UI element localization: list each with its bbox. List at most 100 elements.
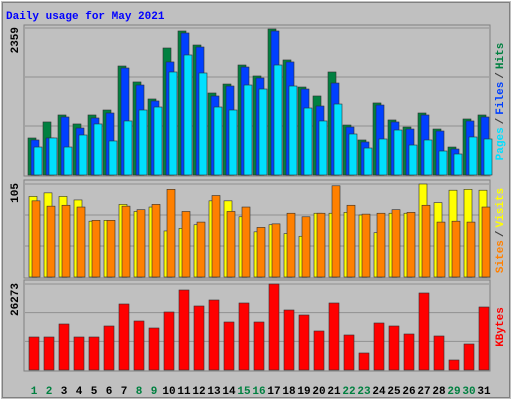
- y-tick-label: 2359: [10, 27, 22, 53]
- bar: [241, 206, 251, 278]
- bar: [423, 139, 433, 176]
- bar: [343, 334, 355, 371]
- bar: [168, 71, 178, 176]
- bar: [363, 147, 373, 176]
- legend-entry: Sites: [495, 240, 507, 273]
- bar: [328, 302, 340, 371]
- bar: [123, 120, 133, 176]
- x-tick-label: 27: [417, 386, 430, 398]
- bar: [133, 320, 145, 371]
- x-tick-label: 5: [91, 386, 98, 398]
- x-tick-label: 12: [192, 386, 205, 398]
- x-tick-label: 4: [76, 386, 83, 398]
- bar: [376, 212, 386, 278]
- bar: [226, 211, 236, 278]
- legend: Sites / Visits: [495, 188, 507, 273]
- bar: [61, 204, 71, 278]
- legend: KBytes: [495, 307, 507, 347]
- x-tick-label: 29: [447, 386, 460, 398]
- bar: [121, 205, 131, 278]
- bar: [166, 189, 176, 278]
- bar: [106, 220, 116, 278]
- y-tick-label: 105: [10, 183, 22, 203]
- x-tick-label: 21: [327, 386, 341, 398]
- bar: [138, 109, 148, 176]
- bar: [433, 335, 445, 371]
- x-tick-label: 13: [207, 386, 221, 398]
- x-tick-label: 28: [432, 386, 446, 398]
- bar: [378, 138, 388, 176]
- bar: [118, 303, 130, 371]
- x-tick-label: 9: [151, 386, 158, 398]
- bar: [208, 299, 220, 371]
- legend-separator: /: [495, 72, 507, 79]
- legend-entry: Files: [495, 82, 507, 115]
- bar: [178, 289, 190, 371]
- x-tick-label: 30: [462, 386, 475, 398]
- bar: [88, 336, 100, 371]
- bar: [238, 302, 250, 371]
- x-tick-label: 3: [61, 386, 68, 398]
- bar: [198, 72, 208, 176]
- bar: [76, 206, 86, 278]
- bar: [183, 54, 193, 176]
- bar: [438, 150, 448, 176]
- x-tick-label: 14: [222, 386, 236, 398]
- x-tick-label: 16: [252, 386, 265, 398]
- x-tick-label: 1: [31, 386, 38, 398]
- bar: [316, 212, 326, 278]
- bar: [361, 213, 371, 278]
- bar: [421, 204, 431, 278]
- x-tick-label: 24: [372, 386, 386, 398]
- bar: [448, 359, 460, 371]
- bar: [271, 223, 281, 278]
- bar: [273, 64, 283, 176]
- x-tick-label: 6: [106, 386, 113, 398]
- bar: [93, 123, 103, 176]
- bar: [313, 330, 325, 371]
- bar: [393, 129, 403, 176]
- legend-separator: /: [495, 117, 507, 124]
- bar: [286, 212, 296, 278]
- bar: [388, 325, 400, 371]
- bar: [148, 327, 160, 371]
- bar: [301, 216, 311, 278]
- x-tick-label: 7: [121, 386, 128, 398]
- bar: [453, 153, 463, 176]
- bar: [463, 343, 475, 371]
- bar: [211, 195, 221, 278]
- bar: [403, 333, 415, 371]
- bar: [418, 292, 430, 371]
- x-tick-label: 18: [282, 386, 296, 398]
- bar: [196, 221, 206, 278]
- bar: [258, 88, 268, 176]
- bar: [268, 283, 280, 371]
- x-tick-label: 10: [162, 386, 175, 398]
- bar: [408, 144, 418, 176]
- bar: [181, 211, 191, 278]
- bar: [391, 209, 401, 278]
- bar: [223, 321, 235, 371]
- x-tick-label: 31: [477, 386, 491, 398]
- bar: [283, 309, 295, 371]
- bar: [436, 221, 446, 278]
- legend-separator: /: [495, 230, 507, 237]
- bar: [333, 103, 343, 176]
- bar: [373, 322, 385, 371]
- legend-entry: Visits: [495, 188, 507, 228]
- bar: [163, 311, 175, 371]
- bar: [33, 146, 43, 176]
- x-tick-label: 26: [402, 386, 415, 398]
- bar: [153, 106, 163, 176]
- bar: [466, 221, 476, 278]
- bar: [468, 136, 478, 176]
- bar: [331, 185, 341, 278]
- bar: [73, 336, 85, 371]
- bar: [481, 206, 491, 278]
- bar: [78, 134, 88, 176]
- x-tick-label: 15: [237, 386, 251, 398]
- x-tick-label: 22: [342, 386, 355, 398]
- x-tick-label: 20: [312, 386, 325, 398]
- x-tick-label: 25: [387, 386, 401, 398]
